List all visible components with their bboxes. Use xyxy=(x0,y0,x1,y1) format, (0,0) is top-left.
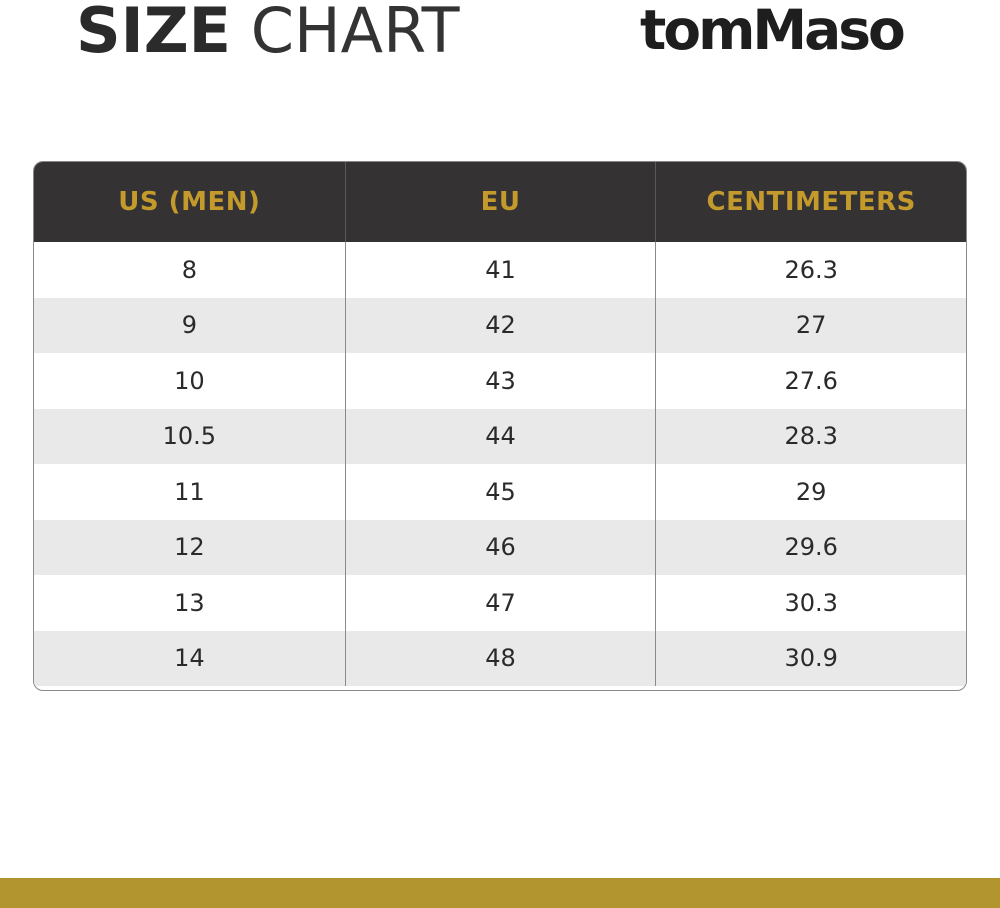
table-row: 8 41 26.3 xyxy=(34,242,966,298)
accent-bar xyxy=(0,878,1000,908)
column-header-eu: EU xyxy=(344,162,656,242)
cell-us: 10 xyxy=(174,366,205,395)
cell-eu: 48 xyxy=(344,630,656,686)
cell-eu: 43 xyxy=(344,353,656,409)
cell-us: 12 xyxy=(174,533,205,562)
size-table: US (MEN) EU CENTIMETERS 8 41 26.3 9 42 2… xyxy=(33,161,967,691)
cell-eu: 47 xyxy=(344,575,656,631)
column-header-us: US (MEN) xyxy=(118,187,261,217)
cell-cm: 26.3 xyxy=(655,242,966,298)
cell-us: 10.5 xyxy=(162,422,217,451)
cell-cm: 27 xyxy=(655,297,966,353)
cell-cm: 29.6 xyxy=(655,519,966,575)
cell-cm: 28.3 xyxy=(655,408,966,464)
cell-eu: 41 xyxy=(344,242,656,298)
column-header-cm: CENTIMETERS xyxy=(655,162,966,242)
table-row: 11 45 29 xyxy=(34,464,966,520)
brand-logo: tomMaso xyxy=(640,0,906,62)
cell-us: 9 xyxy=(181,311,197,340)
title-light: CHART xyxy=(250,0,460,67)
cell-cm: 27.6 xyxy=(655,353,966,409)
cell-eu: 44 xyxy=(344,408,656,464)
cell-us: 13 xyxy=(174,588,205,617)
cell-cm: 30.3 xyxy=(655,575,966,631)
page-title: SIZE CHART xyxy=(76,0,460,62)
table-row: 9 42 27 xyxy=(34,297,966,353)
table-row: 10.5 44 28.3 xyxy=(34,408,966,464)
cell-cm: 30.9 xyxy=(655,630,966,686)
cell-eu: 45 xyxy=(344,464,656,520)
table-row: 10 43 27.6 xyxy=(34,353,966,409)
cell-us: 14 xyxy=(174,644,205,673)
cell-us: 11 xyxy=(174,477,205,506)
table-row: 13 47 30.3 xyxy=(34,575,966,631)
cell-cm: 29 xyxy=(655,464,966,520)
table-header: US (MEN) EU CENTIMETERS xyxy=(34,162,966,242)
cell-eu: 46 xyxy=(344,519,656,575)
cell-eu: 42 xyxy=(344,297,656,353)
table-row: 12 46 29.6 xyxy=(34,519,966,575)
table-row: 14 48 30.9 xyxy=(34,630,966,686)
cell-us: 8 xyxy=(181,255,197,284)
title-bold: SIZE xyxy=(76,0,232,67)
